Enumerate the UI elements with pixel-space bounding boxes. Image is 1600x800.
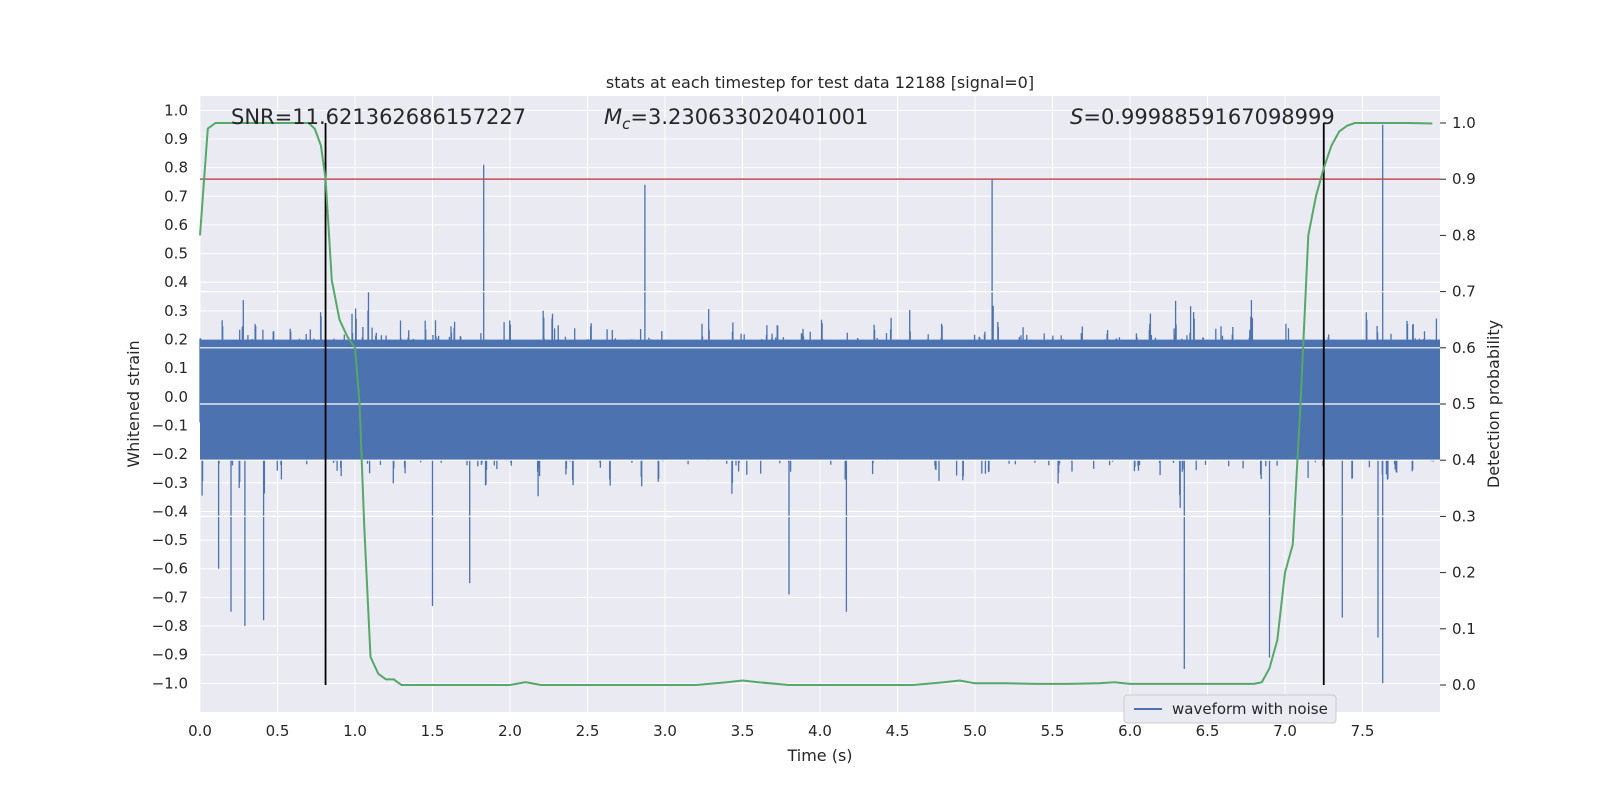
probability-series [199,122,1433,686]
x-tick-label: 6.0 [1118,722,1142,740]
y2-tick-label: 0.9 [1452,170,1476,188]
y2-axis-label: Detection probability [1484,320,1503,488]
y2-tick-label: 0.0 [1452,676,1476,694]
x-tick-label: 7.0 [1273,722,1297,740]
x-tick-label: 3.0 [653,722,677,740]
y-tick-label: −0.7 [152,588,188,606]
x-tick-label: 5.0 [963,722,987,740]
s-annotation: S=0.9998859167098999 [1070,105,1335,129]
y-tick-label: 0.4 [164,273,188,291]
waveform-series [199,124,1440,684]
x-tick-label: 0.5 [266,722,290,740]
y-tick-label: −0.5 [152,531,188,549]
y-tick-label: 0.3 [164,302,188,320]
y-tick-label: −0.6 [152,560,188,578]
y-tick-label: −0.4 [152,502,188,520]
mc-symbol: M [604,105,622,129]
snr-annotation: SNR=11.621362686157227 [231,105,526,129]
legend-box [1123,694,1337,724]
x-tick-label: 2.5 [576,722,600,740]
event-lines [324,122,1325,686]
y-tick-label: 0.9 [164,130,188,148]
x-axis-label: Time (s) [786,746,852,765]
y2-tick-label: 0.1 [1452,620,1476,638]
y-tick-label: 0.5 [164,245,188,263]
chart-title: stats at each timestep for test data 121… [606,73,1034,92]
y2-tick-label: 0.5 [1452,395,1476,413]
s-symbol: S [1070,105,1083,129]
x-tick-label: 1.5 [421,722,445,740]
x-tick-label: 6.5 [1196,722,1220,740]
waveform-core [200,339,1440,460]
mc-annotation: Mc=3.230633020401001 [604,105,868,133]
y-tick-label: −0.9 [152,646,188,664]
y-tick-label: 1.0 [164,101,188,119]
y2-tick-label: 1.0 [1452,114,1476,132]
y-tick-label: 0.6 [164,216,188,234]
x-tick-label: 1.0 [343,722,367,740]
y-tick-label: −0.2 [152,445,188,463]
y-tick-label: 0.1 [164,359,188,377]
x-tick-label: 7.5 [1351,722,1375,740]
s-value: =0.9998859167098999 [1083,105,1334,129]
x-tick-label: 5.5 [1041,722,1065,740]
x-tick-label: 4.0 [808,722,832,740]
y-tick-label: −0.3 [152,474,188,492]
x-ticks: 0.0 0.5 1.0 1.5 2.0 2.5 3.0 3.5 4.0 4.5 5.0 5.5 6.0 6… [188,722,1374,740]
y-tick-label: 0.2 [164,331,188,349]
legend-entry: waveform with noise [1172,700,1328,718]
y-tick-label: −0.8 [152,617,188,635]
y2-tick-label: 0.6 [1452,339,1476,357]
x-tick-label: 4.5 [886,722,910,740]
x-tick-label: 3.5 [731,722,755,740]
y2-tick-label: 0.2 [1452,564,1476,582]
y-ticks: −1.0 −0.9 −0.8 −0.7 −0.6 −0.5 −0.4 −0.3 −0.2 −0.1… [152,101,188,692]
y-tick-label: 0.0 [164,388,188,406]
y2-tick-label: 0.7 [1452,283,1476,301]
y-tick-label: 0.7 [164,187,188,205]
y-tick-label: −1.0 [152,674,188,692]
y2-tick-label: 0.4 [1452,451,1476,469]
y-tick-label: −0.1 [152,416,188,434]
y-axis-label: Whitened strain [124,340,143,467]
y2-tick-label: 0.8 [1452,226,1476,244]
mc-value: =3.230633020401001 [630,105,868,129]
x-tick-label: 0.0 [188,722,212,740]
x-tick-label: 2.0 [498,722,522,740]
legend: waveform with noise [1123,694,1337,724]
y2-tick-label: 0.3 [1452,507,1476,525]
y2-ticks: 0.0 0.1 0.2 0.3 0.4 0.5 0.6 0.7 0.8 0.9 1.0 [1440,114,1476,694]
y-tick-label: 0.8 [164,159,188,177]
mc-subscript: c [622,115,631,133]
